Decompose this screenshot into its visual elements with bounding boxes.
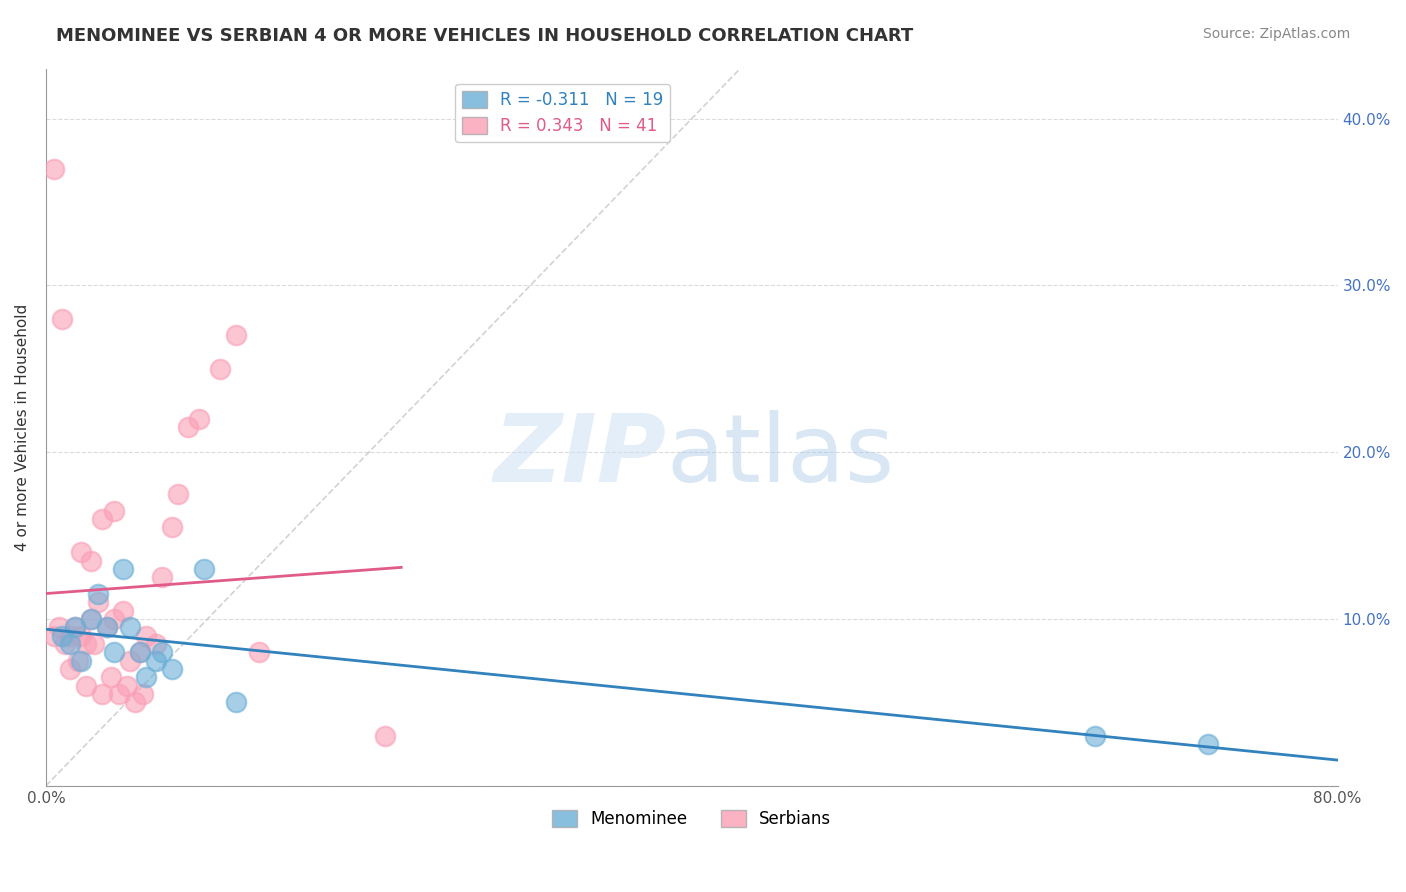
Point <box>48 620 70 634</box>
Point <box>112 562 135 576</box>
Point <box>59 637 82 651</box>
Point <box>193 562 215 576</box>
Point <box>86 587 108 601</box>
Point <box>145 637 167 651</box>
Point <box>1198 737 1220 751</box>
Point <box>80 612 103 626</box>
Point <box>70 545 93 559</box>
Point <box>91 687 114 701</box>
Text: MENOMINEE VS SERBIAN 4 OR MORE VEHICLES IN HOUSEHOLD CORRELATION CHART: MENOMINEE VS SERBIAN 4 OR MORE VEHICLES … <box>56 27 914 45</box>
Point <box>247 645 270 659</box>
Point <box>160 520 183 534</box>
Point <box>177 420 200 434</box>
Point <box>42 161 65 176</box>
Point <box>80 553 103 567</box>
Point <box>63 620 86 634</box>
Text: Source: ZipAtlas.com: Source: ZipAtlas.com <box>1202 27 1350 41</box>
Point <box>209 361 232 376</box>
Point <box>103 645 125 659</box>
Point <box>63 620 86 634</box>
Point <box>75 679 97 693</box>
Point <box>107 687 129 701</box>
Point <box>167 487 190 501</box>
Point <box>51 629 73 643</box>
Y-axis label: 4 or more Vehicles in Household: 4 or more Vehicles in Household <box>15 303 30 550</box>
Point <box>128 645 150 659</box>
Point <box>135 670 157 684</box>
Point <box>145 654 167 668</box>
Point <box>124 695 146 709</box>
Point <box>132 687 155 701</box>
Point <box>188 412 211 426</box>
Point <box>53 637 76 651</box>
Point <box>115 679 138 693</box>
Point <box>96 620 118 634</box>
Point <box>100 670 122 684</box>
Point <box>86 595 108 609</box>
Point <box>225 328 247 343</box>
Point <box>1084 729 1107 743</box>
Point <box>75 637 97 651</box>
Legend: Menominee, Serbians: Menominee, Serbians <box>546 804 838 835</box>
Point <box>59 629 82 643</box>
Point <box>70 629 93 643</box>
Point <box>135 629 157 643</box>
Point <box>42 629 65 643</box>
Point <box>91 512 114 526</box>
Point <box>225 695 247 709</box>
Point <box>67 654 90 668</box>
Point <box>83 637 105 651</box>
Point <box>118 620 141 634</box>
Text: atlas: atlas <box>666 409 894 502</box>
Point <box>128 645 150 659</box>
Point <box>118 654 141 668</box>
Point <box>103 612 125 626</box>
Point <box>51 311 73 326</box>
Point <box>160 662 183 676</box>
Point <box>374 729 396 743</box>
Text: ZIP: ZIP <box>494 409 666 502</box>
Point <box>103 503 125 517</box>
Point <box>70 654 93 668</box>
Point <box>59 662 82 676</box>
Point <box>150 645 173 659</box>
Point <box>80 612 103 626</box>
Point <box>150 570 173 584</box>
Point <box>112 604 135 618</box>
Point <box>96 620 118 634</box>
